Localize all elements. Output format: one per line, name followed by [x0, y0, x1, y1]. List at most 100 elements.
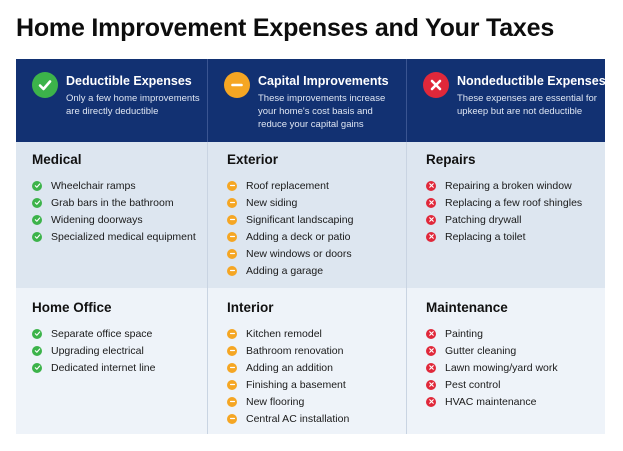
list-item-label: Grab bars in the bathroom: [51, 196, 174, 209]
check-icon: [32, 345, 42, 356]
minus-icon: [224, 72, 250, 98]
category-cell: Repairs Repairing a broken window Replaci…: [407, 142, 605, 288]
list-item-label: Replacing a toilet: [445, 230, 526, 243]
list-item-label: Specialized medical equipment: [51, 230, 196, 243]
list-item: Dedicated internet line: [32, 359, 207, 376]
list-item: Specialized medical equipment: [32, 228, 207, 245]
list-item: Central AC installation: [227, 410, 406, 427]
list-item: New windows or doors: [227, 245, 406, 262]
list-item: Pest control: [426, 376, 605, 393]
minus-icon: [227, 248, 237, 259]
header-nondeductible: Nondeductible Expenses These expenses ar…: [407, 59, 606, 142]
check-icon: [32, 362, 42, 373]
header-description: These expenses are essential for upkeep …: [457, 93, 597, 117]
list-item: HVAC maintenance: [426, 393, 605, 410]
x-icon: [426, 379, 436, 390]
minus-icon: [227, 396, 237, 407]
list-item-label: Separate office space: [51, 327, 153, 340]
list-item: Widening doorways: [32, 211, 207, 228]
category-cell: Medical Wheelchair ramps Grab bars in the…: [16, 142, 208, 288]
category-title: Repairs: [426, 152, 476, 167]
minus-icon: [227, 413, 237, 424]
list-item-label: Kitchen remodel: [246, 327, 322, 340]
list-item: Gutter cleaning: [426, 342, 605, 359]
item-list: Wheelchair ramps Grab bars in the bathroo…: [32, 177, 207, 245]
list-item-label: Adding a garage: [246, 264, 324, 277]
list-item: New flooring: [227, 393, 406, 410]
x-icon: [426, 231, 436, 242]
category-title: Exterior: [227, 152, 279, 167]
minus-icon: [227, 231, 237, 242]
list-item-label: New siding: [246, 196, 298, 209]
list-item-label: HVAC maintenance: [445, 395, 537, 408]
list-item-label: Pest control: [445, 378, 501, 391]
list-item-label: New windows or doors: [246, 247, 352, 260]
list-item-label: Replacing a few roof shingles: [445, 196, 583, 209]
list-item: Replacing a few roof shingles: [426, 194, 605, 211]
minus-icon: [227, 214, 237, 225]
list-item-label: Lawn mowing/yard work: [445, 361, 558, 374]
list-item-label: Roof replacement: [246, 179, 329, 192]
category-cell: Interior Kitchen remodel Bathroom renovat…: [208, 288, 407, 434]
check-icon: [32, 214, 42, 225]
x-icon: [426, 396, 436, 407]
list-item-label: Painting: [445, 327, 483, 340]
list-item: Significant landscaping: [227, 211, 406, 228]
item-list: Painting Gutter cleaning Lawn mowing/yard …: [426, 325, 605, 410]
page-title: Home Improvement Expenses and Your Taxes: [16, 14, 555, 42]
minus-icon: [227, 362, 237, 373]
minus-icon: [227, 328, 237, 339]
check-icon: [32, 197, 42, 208]
list-item: Lawn mowing/yard work: [426, 359, 605, 376]
minus-icon: [227, 345, 237, 356]
header-deductible: Deductible Expenses Only a few home impr…: [16, 59, 208, 142]
category-title: Interior: [227, 300, 274, 315]
list-item-label: Repairing a broken window: [445, 179, 572, 192]
header-title: Capital Improvements: [258, 74, 389, 88]
list-item: Upgrading electrical: [32, 342, 207, 359]
list-item: Kitchen remodel: [227, 325, 406, 342]
category-title: Home Office: [32, 300, 112, 315]
category-cell: Maintenance Painting Gutter cleaning Lawn …: [407, 288, 605, 434]
list-item-label: Dedicated internet line: [51, 361, 156, 374]
header-description: Only a few home improvements are directl…: [66, 93, 200, 117]
minus-icon: [227, 180, 237, 191]
list-item-label: Widening doorways: [51, 213, 143, 226]
table-row: Medical Wheelchair ramps Grab bars in the…: [16, 142, 605, 288]
header-title: Nondeductible Expenses: [457, 74, 606, 88]
list-item: Bathroom renovation: [227, 342, 406, 359]
category-cell: Exterior Roof replacement New siding Signi…: [208, 142, 407, 288]
item-list: Repairing a broken window Replacing a few…: [426, 177, 605, 245]
list-item: Grab bars in the bathroom: [32, 194, 207, 211]
list-item-label: Adding an addition: [246, 361, 333, 374]
minus-icon: [227, 379, 237, 390]
list-item-label: Central AC installation: [246, 412, 350, 425]
list-item: Repairing a broken window: [426, 177, 605, 194]
category-cell: Home Office Separate office space Upgradi…: [16, 288, 208, 434]
x-icon: [426, 214, 436, 225]
list-item-label: Finishing a basement: [246, 378, 346, 391]
list-item: Finishing a basement: [227, 376, 406, 393]
item-list: Kitchen remodel Bathroom renovation Adding…: [227, 325, 406, 427]
header-description: These improvements increase your home's …: [258, 93, 386, 130]
list-item: Patching drywall: [426, 211, 605, 228]
check-icon: [32, 180, 42, 191]
list-item-label: Significant landscaping: [246, 213, 354, 226]
minus-icon: [227, 197, 237, 208]
x-icon: [426, 197, 436, 208]
list-item: Replacing a toilet: [426, 228, 605, 245]
list-item: Wheelchair ramps: [32, 177, 207, 194]
list-item-label: New flooring: [246, 395, 305, 408]
header-title: Deductible Expenses: [66, 74, 192, 88]
list-item: Adding a garage: [227, 262, 406, 279]
list-item: Painting: [426, 325, 605, 342]
list-item: New siding: [227, 194, 406, 211]
check-icon: [32, 231, 42, 242]
check-icon: [32, 72, 58, 98]
check-icon: [32, 328, 42, 339]
list-item: Adding an addition: [227, 359, 406, 376]
list-item-label: Bathroom renovation: [246, 344, 344, 357]
category-title: Maintenance: [426, 300, 508, 315]
x-icon: [426, 180, 436, 191]
header-capital: Capital Improvements These improvements …: [208, 59, 407, 142]
